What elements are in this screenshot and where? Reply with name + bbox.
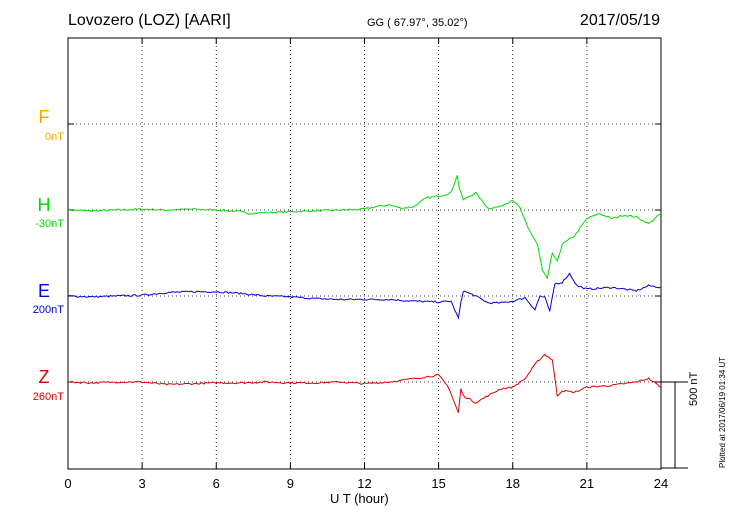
x-tick-label: 3 — [139, 476, 146, 491]
x-tick-label: 15 — [431, 476, 445, 491]
scale-bar-label: 500 nT — [688, 372, 700, 406]
component-baseline-f: 0nT — [0, 131, 64, 143]
station-title: Lovozero (LOZ) [AARI] — [68, 12, 231, 30]
component-label-e: E — [14, 281, 74, 302]
plot-timestamp-note: Plotted at 2017/06/19 01:34 UT — [718, 357, 727, 468]
x-tick-label: 21 — [580, 476, 594, 491]
x-tick-label: 24 — [654, 476, 668, 491]
component-label-f: F — [14, 107, 74, 128]
coordinates-label: GG ( 67.97°, 35.02°) — [367, 17, 468, 29]
x-tick-label: 12 — [357, 476, 371, 491]
component-baseline-z: 260nT — [0, 391, 64, 403]
trace-z — [68, 354, 661, 412]
component-label-h: H — [14, 195, 74, 216]
component-baseline-h: -30nT — [0, 218, 64, 230]
component-baseline-e: 200nT — [0, 304, 64, 316]
x-tick-label: 18 — [506, 476, 520, 491]
x-tick-label: 9 — [287, 476, 294, 491]
component-label-z: Z — [14, 367, 74, 388]
x-tick-label: 6 — [213, 476, 220, 491]
date-label: 2017/05/19 — [580, 12, 660, 30]
x-tick-label: 0 — [64, 476, 71, 491]
x-axis-title: U T (hour) — [330, 491, 389, 506]
